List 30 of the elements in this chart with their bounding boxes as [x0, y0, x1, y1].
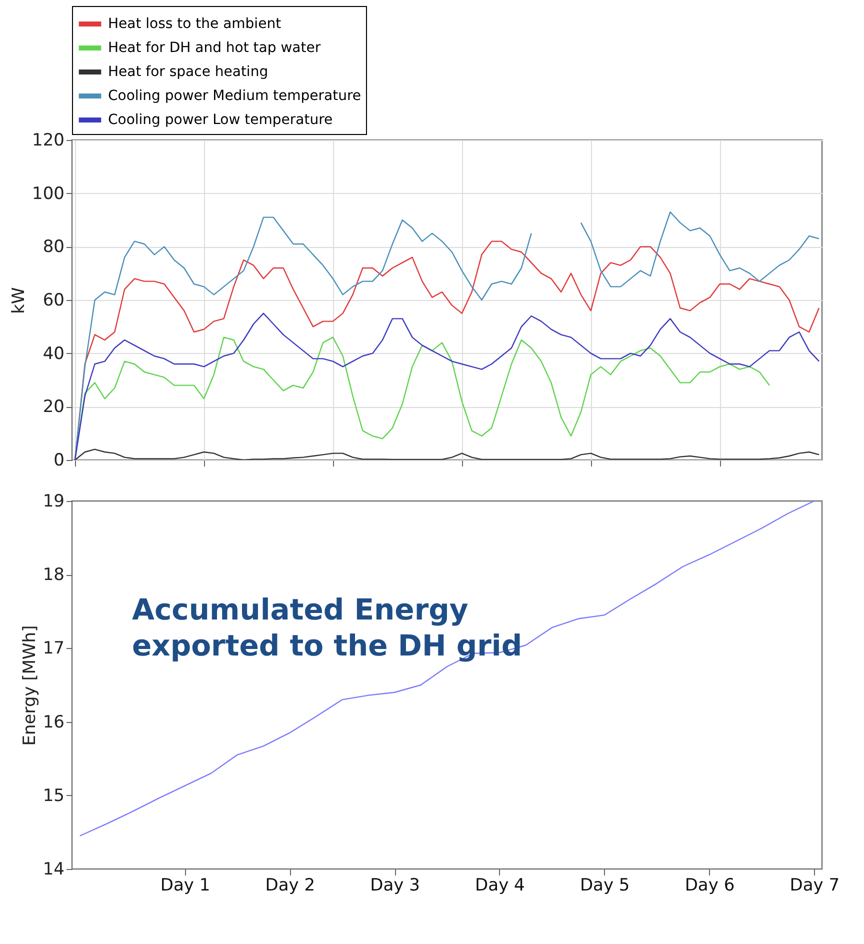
- legend-label: Heat for space heating: [108, 64, 268, 80]
- legend-label: Cooling power Medium temperature: [108, 88, 362, 104]
- y-tick-label: 20: [42, 397, 64, 418]
- y-tick-label: 14: [42, 860, 64, 880]
- line-series: [79, 501, 815, 836]
- x-tick-label: Day 7: [790, 876, 840, 896]
- y-tick-label: 100: [32, 184, 64, 204]
- y-tick-label: 0: [54, 450, 64, 470]
- x-tick-label: Day 3: [370, 876, 420, 896]
- x-tick-label: Day 4: [475, 876, 525, 896]
- y-tick-label: 18: [42, 565, 64, 586]
- x-tick-label: Day 1: [160, 876, 210, 896]
- x-tick-label: Day 2: [265, 876, 316, 896]
- line-series: [74, 312, 820, 460]
- line-series: [74, 448, 820, 460]
- y-tick-label: 15: [42, 786, 64, 806]
- y-tick-label: 80: [42, 237, 64, 258]
- y-tick-label: 60: [42, 290, 64, 310]
- y-axis-title: Energy [MWh]: [20, 625, 40, 746]
- legend-label: Heat loss to the ambient: [108, 16, 282, 32]
- y-tick-label: 40: [42, 344, 64, 364]
- y-tick-label: 16: [42, 712, 64, 732]
- x-tick-label: Day 6: [684, 876, 735, 896]
- y-tick-label: 19: [42, 492, 64, 512]
- y-tick-label: 120: [32, 130, 64, 150]
- legend-label: Cooling power Low temperature: [108, 112, 333, 128]
- x-tick-label: Day 5: [580, 876, 630, 896]
- legend-label: Heat for DH and hot tap water: [108, 40, 321, 56]
- y-tick-label: 17: [42, 638, 64, 659]
- y-axis-title: kW: [9, 286, 30, 314]
